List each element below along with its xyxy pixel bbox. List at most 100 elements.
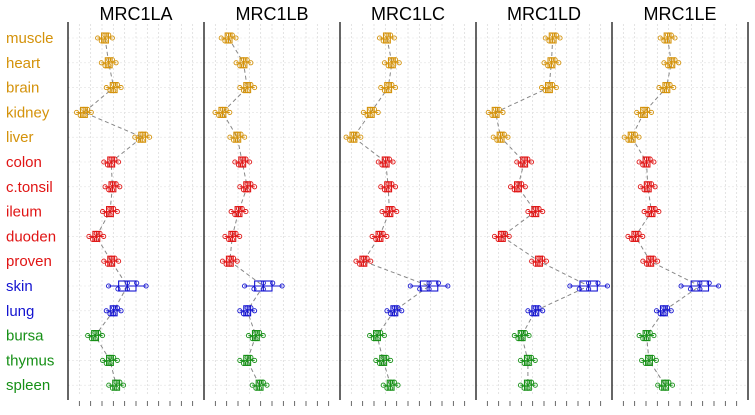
data-point — [522, 184, 528, 190]
data-point — [697, 286, 703, 292]
data-point — [529, 311, 535, 317]
data-point — [139, 137, 145, 143]
data-point — [515, 181, 521, 187]
data-point — [514, 159, 520, 165]
data-point — [375, 159, 381, 165]
data-point — [135, 137, 142, 143]
data-point — [660, 88, 666, 94]
data-point — [595, 280, 601, 286]
data-point — [368, 106, 374, 112]
data-point — [505, 134, 511, 140]
data-point — [212, 109, 218, 115]
data-point — [368, 112, 374, 118]
data-point — [350, 131, 356, 137]
tissue-label: bursa — [6, 328, 44, 345]
data-point — [541, 60, 547, 66]
data-point — [687, 286, 694, 292]
panel-title: MRC1LE — [643, 4, 716, 24]
data-point — [109, 57, 115, 63]
data-point — [636, 134, 642, 140]
data-point — [117, 379, 123, 385]
data-point — [134, 280, 140, 286]
data-point — [521, 360, 527, 366]
data-point — [114, 82, 120, 88]
data-point — [124, 286, 130, 292]
data-point — [102, 184, 108, 190]
data-point — [229, 236, 235, 242]
data-point — [85, 333, 91, 339]
data-point — [252, 85, 258, 91]
data-point — [235, 212, 242, 218]
data-point — [391, 379, 397, 385]
data-point — [548, 63, 554, 69]
data-point — [380, 360, 386, 366]
data-point — [655, 258, 661, 264]
data-point — [552, 57, 558, 63]
data-point — [636, 159, 642, 165]
data-point — [645, 181, 651, 187]
data-point — [528, 159, 535, 165]
data-point — [378, 184, 384, 190]
data-point — [489, 112, 495, 118]
data-point — [376, 236, 383, 242]
data-point — [390, 206, 396, 212]
data-point — [500, 109, 506, 115]
data-point — [226, 236, 232, 242]
data-point — [237, 184, 243, 190]
data-point — [652, 206, 658, 212]
data-point — [392, 184, 399, 190]
data-point — [519, 181, 525, 187]
data-point — [88, 336, 94, 342]
data-point — [529, 354, 535, 360]
data-point — [381, 60, 388, 66]
data-point — [234, 258, 240, 264]
data-point — [103, 212, 109, 218]
data-point — [260, 280, 266, 286]
data-point — [517, 382, 524, 388]
data-point — [113, 181, 119, 187]
data-point — [496, 106, 502, 112]
data-point — [109, 35, 115, 41]
data-point — [379, 209, 385, 215]
data-point — [647, 330, 653, 336]
data-point — [92, 336, 98, 342]
data-point — [98, 38, 104, 44]
data-point — [586, 286, 592, 292]
data-point — [426, 286, 432, 292]
data-point — [115, 286, 121, 292]
data-point — [253, 385, 259, 391]
data-point — [662, 385, 668, 391]
data-point — [251, 286, 257, 292]
data-point — [540, 255, 546, 261]
data-point — [106, 187, 112, 193]
data-point — [407, 283, 413, 289]
data-point — [222, 38, 228, 44]
data-point — [383, 212, 389, 218]
data-point — [116, 159, 122, 165]
data-point — [106, 63, 112, 69]
data-point — [216, 112, 222, 118]
data-point — [237, 357, 243, 363]
data-point — [381, 333, 387, 339]
data-point — [508, 184, 514, 190]
data-point — [253, 330, 259, 336]
data-point — [103, 360, 109, 366]
data-point — [499, 230, 505, 236]
data-point — [102, 38, 108, 44]
data-point — [240, 360, 247, 366]
data-point — [645, 187, 651, 193]
data-point — [380, 382, 386, 388]
data-point — [501, 131, 507, 137]
data-point — [244, 57, 250, 63]
data-point — [376, 360, 383, 366]
data-point — [532, 382, 538, 388]
data-point — [532, 206, 538, 212]
data-point — [490, 134, 496, 140]
median-connector — [495, 37, 590, 386]
data-point — [237, 308, 243, 314]
data-point — [663, 88, 669, 94]
median-connector — [221, 37, 264, 386]
data-point — [716, 283, 722, 289]
data-point — [536, 255, 542, 261]
data-point — [249, 382, 255, 388]
